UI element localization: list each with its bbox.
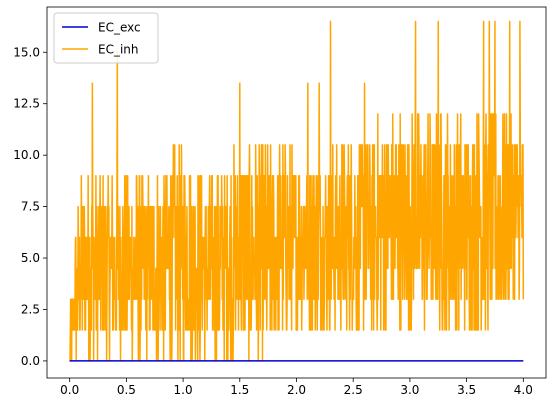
x-tick-label: 1.0: [174, 383, 193, 397]
x-axis: 0.0 0.5 1.0 1.5 2.0 2.5 3.0 3.5 4.0: [60, 378, 533, 397]
y-tick-label: 7.5: [21, 200, 40, 214]
x-tick-label: 0.0: [60, 383, 79, 397]
x-tick-label: 2.5: [344, 383, 363, 397]
x-tick-label: 0.5: [117, 383, 136, 397]
x-tick-label: 2.0: [287, 383, 306, 397]
y-tick-label: 10.0: [13, 148, 40, 162]
series-line-ec-inh: [69, 20, 525, 362]
y-tick-label: 0.0: [21, 354, 40, 368]
series-layer: [69, 20, 525, 362]
legend-label: EC_inh: [98, 43, 139, 57]
x-tick-label: 3.0: [400, 383, 419, 397]
y-tick-label: 15.0: [13, 45, 40, 59]
y-tick-label: 12.5: [13, 97, 40, 111]
y-tick-label: 5.0: [21, 251, 40, 265]
x-tick-label: 3.5: [457, 383, 476, 397]
y-tick-label: 2.5: [21, 302, 40, 316]
y-axis: 0.0 2.5 5.0 7.5 10.0 12.5 15.0: [13, 45, 47, 368]
x-tick-label: 1.5: [230, 383, 249, 397]
legend-box: [53, 12, 159, 64]
legend: EC_exc EC_inh: [53, 12, 159, 64]
x-tick-label: 4.0: [514, 383, 533, 397]
legend-label: EC_exc: [98, 21, 141, 35]
